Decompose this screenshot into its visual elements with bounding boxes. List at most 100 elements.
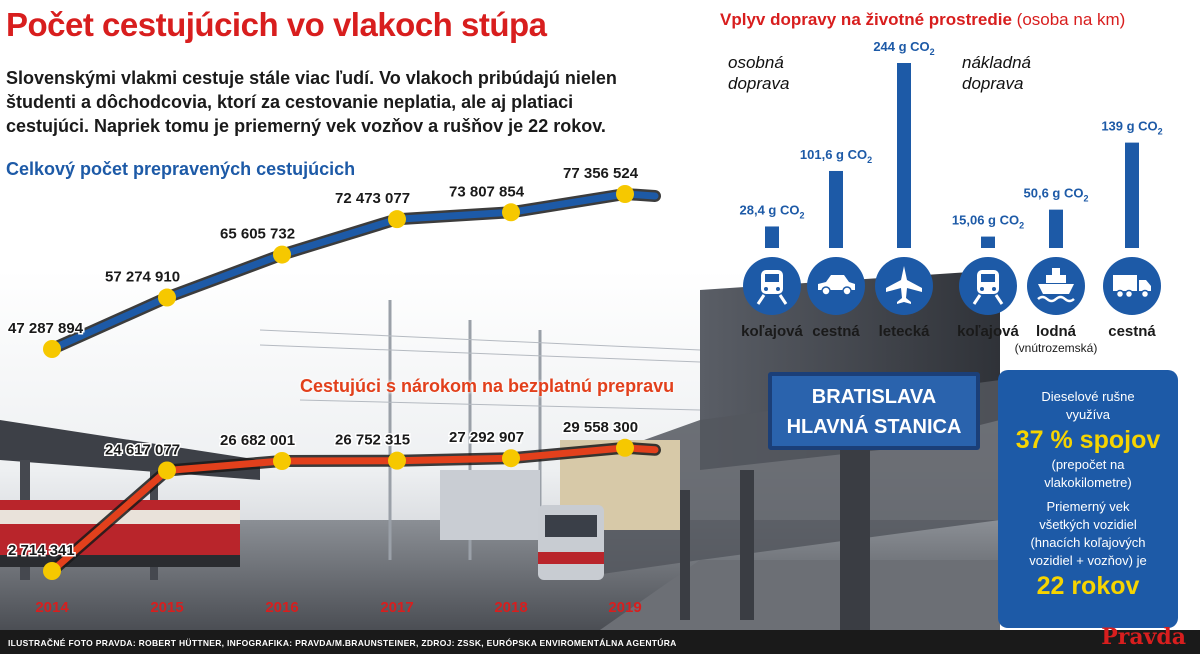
ship-wave [1037,295,1075,303]
bar-3-koľajová [981,236,995,248]
x-tick-2017: 2017 [380,599,413,616]
free-value-label-2018: 27 292 907 [449,429,524,446]
brand-logo: Pravda [1101,624,1186,650]
info-line8: vozidiel + vozňov) je [1029,553,1147,568]
x-tick-2018: 2018 [494,599,527,616]
group-label-freight-line1: nákladná [962,53,1032,72]
photo-credits: ILUSTRAČNÉ FOTO PRAVDA: ROBERT HÜTTNER, … [8,638,677,648]
total-value-label-2016: 65 605 732 [220,226,295,243]
total-point-2016 [273,245,291,264]
bar-1-cestná [829,170,843,248]
train-light-right [776,287,780,291]
bar-category-sub-4: (vnútrozemská) [1015,341,1098,355]
total-value-label-2015: 57 274 910 [105,269,180,286]
airplane-icon [875,257,933,315]
free-line-shadow [46,441,661,577]
free-point-2017 [388,451,406,470]
truck-cargo [1113,275,1137,291]
free-point-2015 [158,461,176,480]
page-title: Počet cestujúcich vo vlakoch stúpa [6,6,547,43]
ship-icon [1027,257,1085,315]
truck-wheel-front [1140,289,1150,299]
car-body [818,275,855,290]
free-value-label-2017: 26 752 315 [335,432,410,449]
bar-value-text: 15,06 g CO [952,213,1019,228]
info-line2: využíva [1065,407,1111,422]
train-light-left [764,287,768,291]
total-point-2017 [388,210,406,229]
free-point-2016 [273,452,291,470]
x-tick-2014: 2014 [35,599,69,616]
co2-subscript: 2 [867,155,872,165]
info-line1: Dieselové rušne [1041,389,1135,404]
car-icon [807,257,865,315]
total-point-2019 [616,185,634,203]
bar-4-lodná [1049,209,1063,248]
train-icon [959,257,1017,315]
bar-value-label-5: 139 g CO2 [1101,119,1162,137]
environment-title-text: Vplyv dopravy na životné prostredie [720,10,1012,29]
bar-5-cestná [1125,142,1139,248]
environment-title-unit: (osoba na km) [1016,10,1126,29]
group-label-passenger-line1: osobná [728,53,784,72]
co2-subscript: 2 [799,210,804,220]
co2-subscript: 2 [1158,127,1163,137]
train-window [765,274,779,282]
train-icon [743,257,801,315]
car-wheel-rear [842,286,852,296]
info-line6: všetkých vozidiel [1039,517,1137,532]
free-value-label-2016: 26 682 001 [220,432,295,449]
total-point-2018 [502,203,520,222]
bar-category-3: koľajová [957,323,1019,340]
bar-value-text: 101,6 g CO [800,147,867,162]
bar-0-koľajová [765,226,779,248]
truck-wheel-mid [1124,289,1134,299]
info-big-age: 22 rokov [1036,572,1140,600]
bar-value-text: 244 g CO [873,39,929,54]
group-label-passenger: osobná doprava [728,52,789,94]
bar-value-label-2: 244 g CO2 [873,39,934,57]
series-label-total: Celkový počet prepravených cestujúcich [6,159,356,179]
car-wheel-front [821,286,831,296]
x-tick-2015: 2015 [150,599,183,616]
bar-value-text: 28,4 g CO [740,202,800,217]
bar-value-label-0: 28,4 g CO2 [740,202,805,220]
group-label-passenger-line2: doprava [728,74,790,93]
total-value-label-2018: 73 807 854 [449,183,525,200]
bar-value-text: 50,6 g CO [1024,186,1084,201]
x-tick-2019: 2019 [608,599,641,616]
free-point-2019 [616,438,634,457]
environment-chart-title: Vplyv dopravy na životné prostredie (oso… [720,10,1125,30]
train-rail-left [972,294,982,305]
total-value-label-2014: 47 287 894 [8,320,84,337]
station-sign-line1: BRATISLAVA [811,386,937,408]
co2-subscript: 2 [1019,221,1024,231]
truck-wheel-back [1115,289,1125,299]
free-value-label-2014: 2 714 341 [8,542,75,559]
train-rail-left [756,294,766,305]
truck-cab [1139,280,1151,291]
info-line7: (hnacích koľajových [1030,535,1146,550]
series-label-free: Cestujúci s nárokom na bezplatnú preprav… [300,376,675,396]
bar-value-text: 139 g CO [1101,119,1157,134]
total-point-2014 [43,340,61,358]
group-label-freight: nákladná doprava [962,52,1031,94]
info-big-percent: 37 % spojov [1015,426,1161,454]
ship-cabin [1046,275,1066,283]
truck-icon [1103,257,1161,315]
train-window [981,274,995,282]
bar-category-5: cestná [1108,323,1156,340]
info-line4: vlakokilometre) [1044,475,1132,490]
co2-subscript: 2 [930,47,935,57]
total-point-2015 [158,288,176,307]
info-line5: Priemerný vek [1046,499,1130,514]
bar-category-4: lodná [1036,323,1077,340]
free-value-label-2019: 29 558 300 [563,419,638,436]
bar-category-0: koľajová [741,323,803,340]
bar-2-letecká [897,63,911,248]
bar-value-label-3: 15,06 g CO2 [952,213,1024,231]
intro-text: Slovenskými vlakmi cestuje stále viac ľu… [6,68,617,136]
info-line3: (prepočet na [1051,457,1125,472]
